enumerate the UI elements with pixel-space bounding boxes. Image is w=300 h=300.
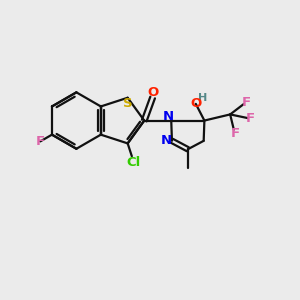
Text: S: S (123, 98, 133, 110)
Text: F: F (230, 127, 240, 140)
Text: F: F (36, 135, 45, 148)
Text: H: H (198, 94, 207, 103)
Text: N: N (163, 110, 174, 123)
Text: F: F (242, 96, 251, 110)
Text: F: F (246, 112, 255, 124)
Text: Cl: Cl (127, 156, 141, 169)
Text: O: O (147, 86, 158, 99)
Text: O: O (190, 98, 201, 110)
Text: N: N (161, 134, 172, 147)
